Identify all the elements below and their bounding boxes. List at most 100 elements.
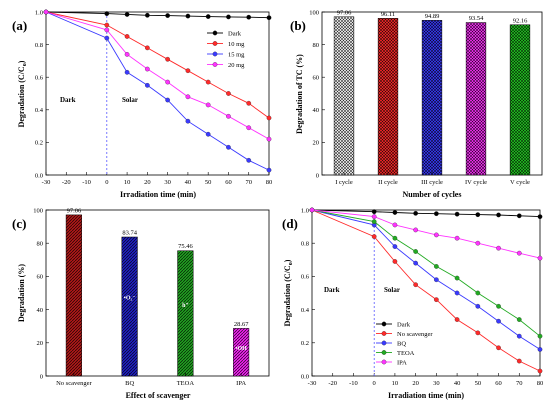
d-xtick-label: 30 [433,380,440,387]
d-data-point [454,211,460,217]
panel-b-ticks: 0 20 40 60 80 100 [309,9,325,179]
d-series-line [311,209,541,337]
d-data-point [475,330,481,336]
panel-a-ylabel: Degradation (C/Co) [17,60,28,127]
a-ytick-label: 0.0 [35,172,43,179]
b-category-label: IV cycle [465,179,487,186]
panel-d-dark-label: Dark [324,286,340,294]
d-data-point [516,333,522,339]
a-xtick-label: 20 [144,179,151,186]
b-value-label: 92.16 [513,17,528,24]
panel-c-bars: 97.06 No scavenger 83.74 BQ •O₂⁻ 75.46 TEOA h⁺ 2… [56,207,249,387]
a-legend-label: 10 mg [228,41,245,48]
c-bar-hatch [121,236,138,376]
d-data-point [496,345,501,351]
b-ytick-label: 100 [309,9,319,16]
panel-c-label: (c) [12,216,26,231]
panel-a-ticks: -30 -20 -10 0 10 20 30 40 50 60 70 80 0.0 0.2 0.4 0.6 0.… [35,9,272,186]
a-xtick-label: 80 [266,179,273,186]
d-data-point [516,250,522,256]
a-series-line [45,11,270,19]
c-ytick-label: 60 [37,274,44,281]
d-data-point [434,211,439,217]
d-data-point [537,333,543,339]
d-xtick-label: 40 [454,380,461,387]
b-bar-hatch [510,24,530,175]
d-xtick-label: 10 [392,380,399,387]
a-data-point [205,131,211,137]
a-legend-label: 15 mg [228,51,245,58]
a-ytick-label: 1.0 [35,9,43,16]
c-category-label: IPA [236,380,246,387]
d-ytick-label: 1.0 [301,207,309,214]
b-ytick-label: 40 [313,107,320,114]
c-category-label: TEOA [177,380,195,387]
panel-a-series [43,9,272,173]
d-data-point [392,235,398,241]
b-bar-hatch [334,16,354,175]
d-series-line [311,209,541,218]
d-legend-label: No scavenger [397,331,433,338]
d-data-point [537,368,543,374]
a-data-point [104,11,110,16]
d-ytick-label: 0.6 [301,274,310,281]
a-data-point [165,56,170,62]
panel-d: -30 -20 -10 0 10 20 30 40 50 60 70 80 0.0 0.2 0.4 0.6 0.… [282,207,543,400]
panel-d-ticks: -30 -20 -10 0 10 20 30 40 50 60 70 80 0.0 0.2 0.4 0.6 0.… [301,207,543,387]
a-data-point [226,91,231,96]
a-data-point [185,13,191,19]
a-data-point [205,79,211,85]
panel-a-frame [45,11,270,176]
panel-c-xlabel: Effect of scavenger [126,391,191,400]
panel-b-label: (b) [290,18,306,33]
a-xtick-label: 70 [245,179,252,186]
d-data-point [434,232,439,238]
d-data-point [537,214,543,219]
d-data-point [496,303,501,309]
c-ytick-label: 100 [33,207,43,214]
a-data-point [246,14,252,20]
d-data-point [413,227,418,233]
a-data-point [185,94,191,100]
a-data-point [246,100,252,106]
d-xtick-label: 0 [373,380,376,387]
c-bar-hatch [66,214,82,376]
panel-b-xlabel: Number of cycles [403,190,462,199]
d-xtick-label: 20 [412,380,419,387]
d-xtick-label: 70 [516,380,523,387]
d-xtick-label: 50 [475,380,482,387]
b-bar-hatch [466,22,486,175]
a-ytick-label: 0.8 [35,42,43,49]
d-legend-label: TEOA [397,350,415,357]
a-series-line [45,11,270,119]
b-value-label: 93.54 [469,15,484,22]
b-category-label: III cycle [421,179,443,186]
a-xtick-label: 40 [185,179,192,186]
a-data-point [43,9,49,15]
a-legend-marker [212,62,218,67]
d-data-point [516,317,522,322]
c-ytick-label: 80 [37,241,44,248]
d-ytick-label: 0.2 [301,340,309,347]
d-data-point [371,234,377,239]
b-value-label: 94.89 [425,13,440,20]
d-data-point [454,235,460,241]
d-ytick-label: 0.4 [301,307,310,314]
d-xtick-label: -30 [308,380,317,387]
d-legend-marker [381,331,387,336]
d-data-point [392,210,398,215]
d-legend-label: Dark [397,321,411,328]
a-ytick-label: 0.6 [35,75,44,82]
a-data-point [165,79,170,85]
c-bar-hatch [177,250,194,376]
b-ytick-label: 0 [316,172,319,179]
panel-c: 0 20 40 60 80 100 97.06 No scavenger 83.74 BQ •O₂… [12,207,270,400]
c-value-label: 28.67 [234,321,249,328]
b-ytick-label: 80 [313,42,320,49]
d-legend-marker [381,340,387,346]
d-data-point [392,244,398,249]
a-data-point [124,52,130,57]
b-bar-hatch [422,20,442,175]
a-data-point [205,14,211,19]
